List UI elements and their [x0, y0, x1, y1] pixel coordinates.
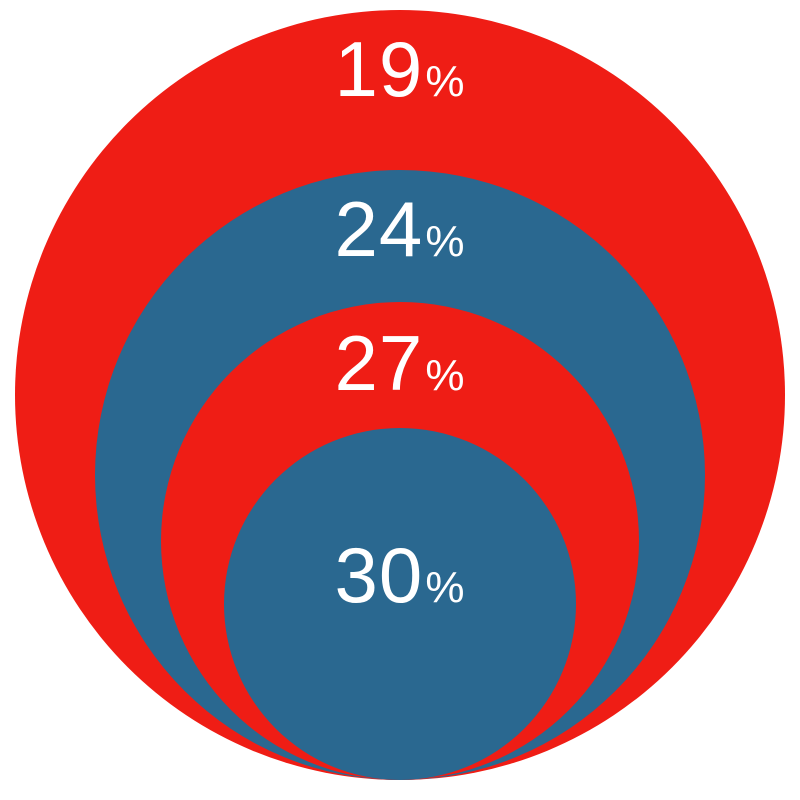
ring-value-3: 27 — [335, 324, 424, 402]
ring-label-2: 24% — [335, 190, 466, 268]
ring-value-1: 19 — [335, 30, 424, 108]
ring-label-3: 27% — [335, 324, 466, 402]
ring-unit-3: % — [425, 354, 465, 398]
nested-circle-chart: 19%24%27%30% — [0, 0, 800, 800]
ring-value-2: 24 — [335, 190, 424, 268]
ring-unit-4: % — [425, 566, 465, 610]
ring-value-4: 30 — [335, 536, 424, 614]
ring-unit-1: % — [425, 60, 465, 104]
ring-label-4: 30% — [335, 536, 466, 614]
ring-label-1: 19% — [335, 30, 466, 108]
ring-unit-2: % — [425, 220, 465, 264]
